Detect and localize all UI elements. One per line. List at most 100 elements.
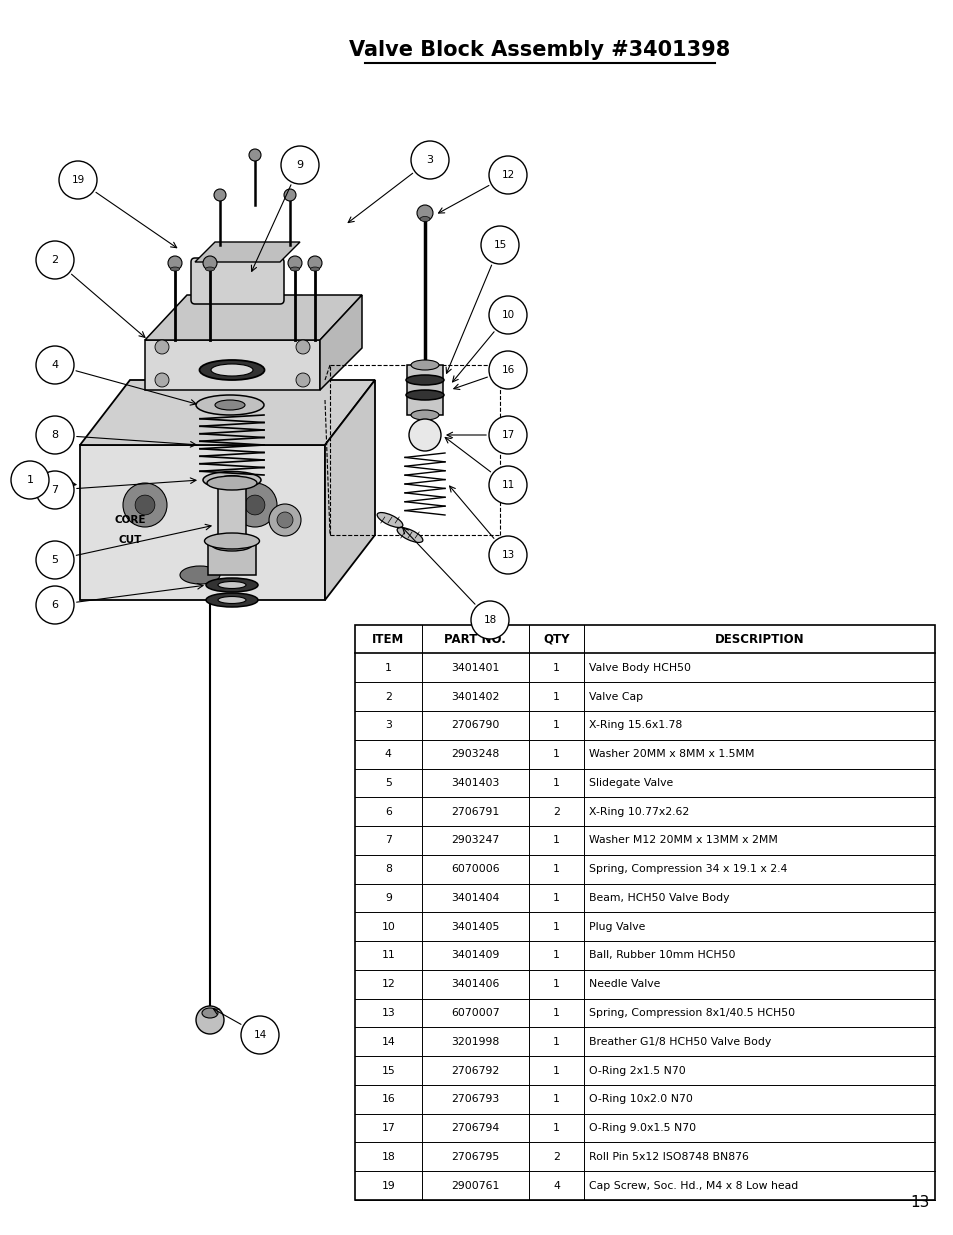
Text: 5: 5 — [384, 778, 392, 788]
Text: 1: 1 — [553, 750, 559, 760]
Text: Washer 20MM x 8MM x 1.5MM: Washer 20MM x 8MM x 1.5MM — [589, 750, 754, 760]
Polygon shape — [80, 380, 375, 445]
Text: 3401403: 3401403 — [451, 778, 499, 788]
Text: 1: 1 — [553, 720, 559, 730]
Text: Needle Valve: Needle Valve — [589, 979, 659, 989]
Ellipse shape — [218, 597, 246, 604]
Text: 1: 1 — [553, 835, 559, 846]
Text: 16: 16 — [381, 1094, 395, 1104]
Text: Roll Pin 5x12 ISO8748 BN876: Roll Pin 5x12 ISO8748 BN876 — [589, 1152, 748, 1162]
Text: 17: 17 — [381, 1123, 395, 1132]
Text: ITEM: ITEM — [372, 632, 404, 646]
Text: 1: 1 — [553, 864, 559, 874]
Text: 15: 15 — [493, 240, 506, 249]
Text: 11: 11 — [501, 480, 514, 490]
Text: 2706793: 2706793 — [451, 1094, 499, 1104]
Text: 18: 18 — [483, 615, 497, 625]
Text: 19: 19 — [71, 175, 85, 185]
Text: X-Ring 10.77x2.62: X-Ring 10.77x2.62 — [589, 806, 689, 816]
Text: 12: 12 — [501, 170, 514, 180]
Text: Cap Screw, Soc. Hd., M4 x 8 Low head: Cap Screw, Soc. Hd., M4 x 8 Low head — [589, 1181, 798, 1191]
Circle shape — [241, 1016, 278, 1053]
Text: 6070006: 6070006 — [451, 864, 499, 874]
Circle shape — [284, 189, 295, 201]
Ellipse shape — [180, 566, 220, 584]
Circle shape — [276, 513, 293, 529]
Text: 2706792: 2706792 — [451, 1066, 499, 1076]
Polygon shape — [319, 295, 361, 390]
Text: 3401409: 3401409 — [451, 951, 499, 961]
Ellipse shape — [211, 364, 253, 375]
Ellipse shape — [396, 527, 422, 542]
Ellipse shape — [204, 534, 259, 550]
Text: Washer M12 20MM x 13MM x 2MM: Washer M12 20MM x 13MM x 2MM — [589, 835, 777, 846]
Text: O-Ring 9.0x1.5 N70: O-Ring 9.0x1.5 N70 — [589, 1123, 696, 1132]
Text: 2903248: 2903248 — [451, 750, 499, 760]
Ellipse shape — [214, 400, 245, 410]
Circle shape — [308, 256, 322, 270]
Ellipse shape — [206, 593, 257, 606]
Circle shape — [135, 495, 154, 515]
Circle shape — [154, 340, 169, 354]
Circle shape — [154, 373, 169, 387]
Circle shape — [233, 483, 276, 527]
Ellipse shape — [406, 375, 443, 385]
Text: Spring, Compression 8x1/40.5 HCH50: Spring, Compression 8x1/40.5 HCH50 — [589, 1008, 795, 1018]
Ellipse shape — [195, 395, 264, 415]
Text: Breather G1/8 HCH50 Valve Body: Breather G1/8 HCH50 Valve Body — [589, 1037, 771, 1047]
Text: 8: 8 — [51, 430, 58, 440]
Text: 12: 12 — [381, 979, 395, 989]
Text: 3401401: 3401401 — [451, 663, 499, 673]
Text: 13: 13 — [501, 550, 514, 559]
Circle shape — [416, 205, 433, 221]
Text: O-Ring 2x1.5 N70: O-Ring 2x1.5 N70 — [589, 1066, 685, 1076]
Circle shape — [489, 416, 526, 454]
Circle shape — [36, 346, 74, 384]
Text: 5: 5 — [51, 555, 58, 564]
Text: 1: 1 — [553, 951, 559, 961]
Text: 14: 14 — [253, 1030, 266, 1040]
Circle shape — [59, 161, 97, 199]
Circle shape — [36, 541, 74, 579]
Ellipse shape — [406, 390, 443, 400]
Text: 14: 14 — [381, 1037, 395, 1047]
Text: Slidegate Valve: Slidegate Valve — [589, 778, 673, 788]
Text: 10: 10 — [501, 310, 514, 320]
Circle shape — [195, 1007, 224, 1034]
Ellipse shape — [206, 578, 257, 592]
Text: X-Ring 15.6x1.78: X-Ring 15.6x1.78 — [589, 720, 681, 730]
Circle shape — [245, 495, 265, 515]
Ellipse shape — [218, 582, 246, 589]
Ellipse shape — [205, 267, 214, 270]
Text: 1: 1 — [553, 692, 559, 701]
Ellipse shape — [203, 472, 261, 489]
Text: 19: 19 — [381, 1181, 395, 1191]
Text: 3401404: 3401404 — [451, 893, 499, 903]
Text: PART NO.: PART NO. — [444, 632, 506, 646]
Text: 8: 8 — [384, 864, 392, 874]
Text: 3401406: 3401406 — [451, 979, 499, 989]
Circle shape — [213, 189, 226, 201]
Text: 6: 6 — [51, 600, 58, 610]
Text: CORE: CORE — [114, 515, 146, 525]
Text: 15: 15 — [381, 1066, 395, 1076]
Circle shape — [295, 340, 310, 354]
Text: 1: 1 — [553, 921, 559, 931]
Circle shape — [36, 416, 74, 454]
Text: 7: 7 — [51, 485, 58, 495]
Polygon shape — [325, 380, 375, 600]
Ellipse shape — [310, 267, 319, 270]
Circle shape — [288, 256, 302, 270]
Text: 1: 1 — [553, 1123, 559, 1132]
Text: 13: 13 — [381, 1008, 395, 1018]
Text: Ball, Rubber 10mm HCH50: Ball, Rubber 10mm HCH50 — [589, 951, 735, 961]
Text: 6: 6 — [384, 806, 392, 816]
Text: 2: 2 — [51, 254, 58, 266]
Text: 1: 1 — [27, 475, 33, 485]
Circle shape — [36, 471, 74, 509]
Circle shape — [281, 146, 318, 184]
Circle shape — [489, 296, 526, 333]
Text: 1: 1 — [553, 1008, 559, 1018]
Text: 3: 3 — [426, 156, 433, 165]
Ellipse shape — [411, 410, 438, 420]
